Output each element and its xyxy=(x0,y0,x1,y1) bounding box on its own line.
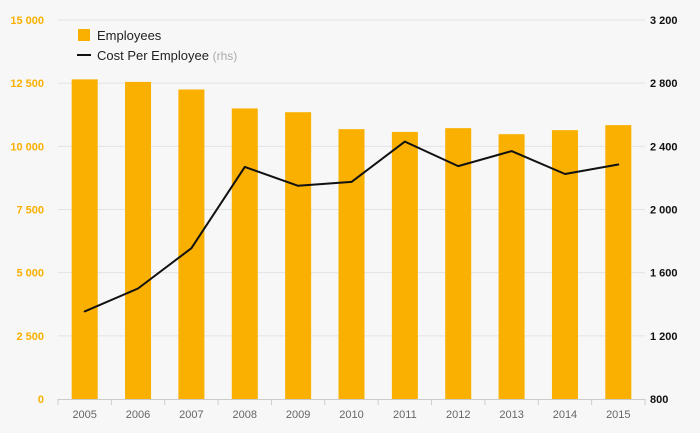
y-right-tick-label: 2 400 xyxy=(650,141,678,153)
y-left-tick-label: 5 000 xyxy=(16,268,44,280)
x-tick-label: 2005 xyxy=(72,409,96,421)
bar-series-employees xyxy=(71,79,632,400)
legend-label-text: Cost Per Employee xyxy=(97,48,213,63)
y-left-tick-label: 7 500 xyxy=(16,205,44,217)
bar-employees-2008 xyxy=(231,108,258,399)
bar-employees-2007 xyxy=(178,89,205,399)
y-right-tick-label: 1 200 xyxy=(650,331,678,343)
x-tick-label: 2012 xyxy=(446,409,470,421)
x-tick-label: 2013 xyxy=(499,409,523,421)
y-left-tick-label: 2 500 xyxy=(16,331,44,343)
bar-employees-2006 xyxy=(125,81,152,400)
x-tick-label: 2008 xyxy=(233,409,257,421)
y-right-tick-label: 800 xyxy=(650,394,668,406)
x-tick-label: 2015 xyxy=(606,409,630,421)
legend-label-cost-per-employee: Cost Per Employee (rhs) xyxy=(97,48,237,63)
bar-employees-2009 xyxy=(285,112,312,400)
line-cost-per-employee xyxy=(83,140,620,313)
x-tick-label: 2006 xyxy=(126,409,150,421)
y-right-tick-label: 2 000 xyxy=(650,205,678,217)
bar-employees-2011 xyxy=(391,131,418,399)
x-tick-label: 2014 xyxy=(553,409,577,421)
y-right-tick-label: 1 600 xyxy=(650,268,678,280)
legend-suffix-rhs: (rhs) xyxy=(213,49,238,63)
bar-employees-2010 xyxy=(338,129,365,400)
legend-swatch-employees xyxy=(78,29,90,41)
bar-employees-2005 xyxy=(71,79,98,400)
y-left-tick-label: 10 000 xyxy=(10,141,44,153)
legend-label-employees: Employees xyxy=(97,28,162,43)
axes: 0 2 500 5 000 7 500 10 000 12 500 15 000 800 1 2… xyxy=(10,15,677,421)
x-tick-label: 2009 xyxy=(286,409,310,421)
y-right-tick-label: 3 200 xyxy=(650,15,678,27)
legend: Employees Cost Per Employee (rhs) xyxy=(77,28,237,63)
line-series-cost-per-employee xyxy=(83,140,620,313)
y-left-tick-label: 12 500 xyxy=(10,78,44,90)
bar-employees-2013 xyxy=(498,134,525,400)
x-tick-label: 2011 xyxy=(393,409,417,421)
y-left-tick-label: 15 000 xyxy=(10,15,44,27)
x-tick-label: 2010 xyxy=(339,409,363,421)
y-right-tick-label: 2 800 xyxy=(650,78,678,90)
x-tick-label: 2007 xyxy=(179,409,203,421)
bar-employees-2015 xyxy=(605,125,632,399)
y-left-tick-label: 0 xyxy=(38,394,44,406)
bar-employees-2012 xyxy=(445,128,472,399)
